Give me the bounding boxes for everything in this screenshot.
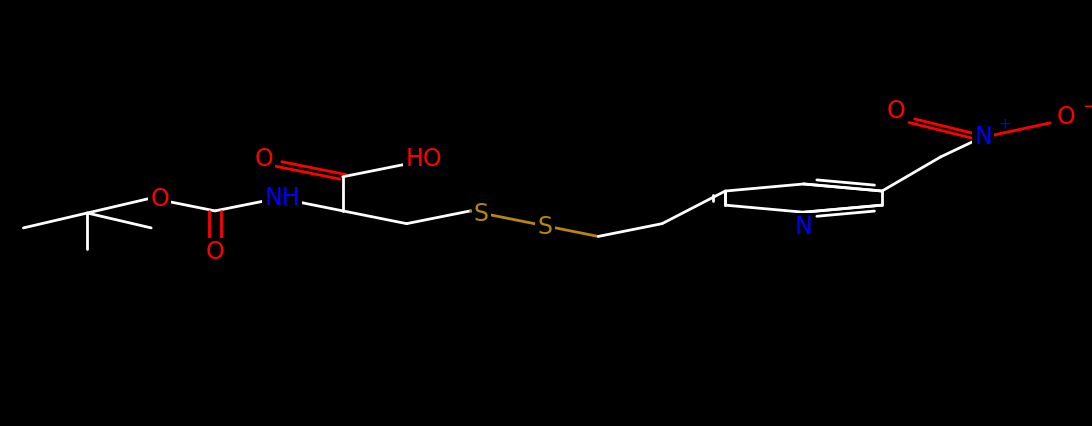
Text: NH: NH [264, 186, 300, 210]
Text: N: N [795, 215, 812, 239]
Text: O: O [151, 187, 169, 211]
Text: O: O [887, 99, 905, 124]
Text: O: O [254, 147, 273, 171]
Text: +: + [998, 117, 1011, 132]
Text: O: O [205, 240, 224, 264]
Text: S: S [537, 215, 553, 239]
Text: S: S [474, 202, 488, 226]
Text: HO: HO [405, 147, 442, 171]
Text: N: N [974, 125, 992, 149]
Text: O: O [1057, 105, 1076, 130]
Text: −: − [1082, 98, 1092, 116]
